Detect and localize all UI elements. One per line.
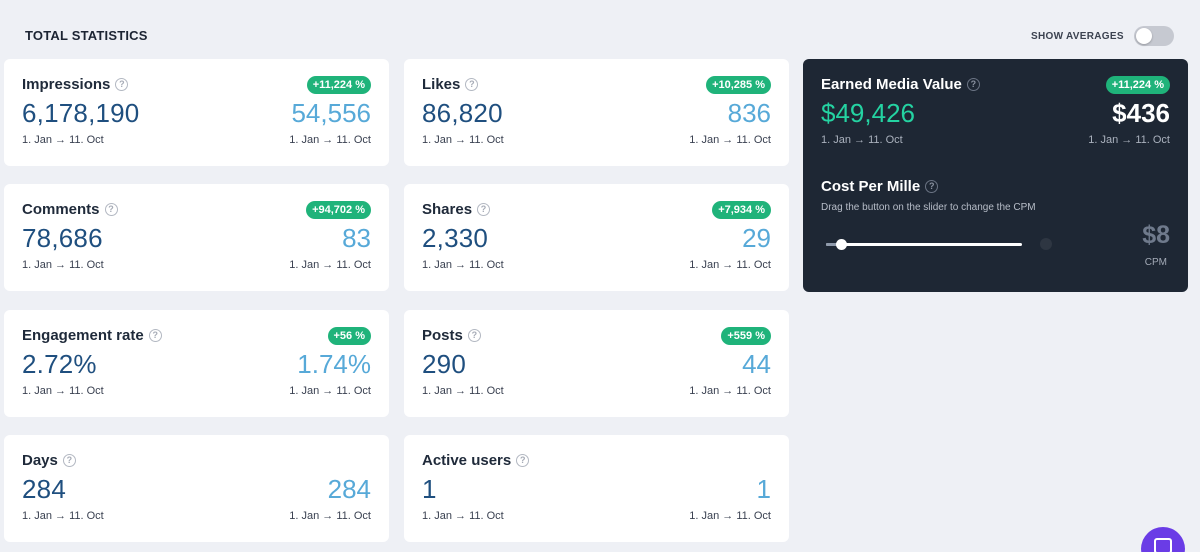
date-range: 1. Jan → 11. Oct [689,385,771,397]
growth-badge: +56 % [327,327,371,345]
card-label: Days [22,452,58,469]
side-value: 836 [727,98,771,128]
stat-card-impressions: Impressions ? +11,224 % 6,178,190 54,556… [4,59,389,166]
show-averages: SHOW AVERAGES [1031,26,1174,46]
main-value: 284 [22,474,66,504]
card-label-wrap: Active users ? [422,452,530,469]
date-range: 1. Jan → 11. Oct [821,134,903,146]
card-label: Comments [22,201,100,218]
card-label: Shares [422,201,473,218]
stat-card-posts: Posts ? +559 % 290 44 1. Jan → 11. Oct 1… [404,310,789,417]
date-range: 1. Jan → 11. Oct [422,259,504,271]
main-value: 2.72% [22,349,97,379]
cpm-slider-thumb[interactable] [836,239,847,250]
card-label: Likes [422,76,461,93]
date-range: 1. Jan → 11. Oct [689,510,771,522]
cpm-slider-fill [826,243,842,246]
card-label: Posts [422,327,463,344]
help-icon[interactable]: ? [925,180,939,193]
card-label-wrap: Earned Media Value ? [821,76,980,93]
date-range: 1. Jan → 11. Oct [289,510,371,522]
chat-button[interactable] [1141,527,1185,552]
card-label: Engagement rate [22,327,144,344]
side-value: 29 [742,223,771,253]
side-value: 54,556 [291,98,371,128]
main-value: 86,820 [422,98,503,128]
date-range: 1. Jan → 11. Oct [689,134,771,146]
stat-card-active-users: Active users ? 1 1 1. Jan → 11. Oct 1. J… [404,435,789,542]
earned-media-panel: Earned Media Value ? +11,224 % $49,426 $… [803,59,1188,292]
card-label: Impressions [22,76,111,93]
growth-badge: +559 % [721,327,771,345]
side-value: 1.74% [297,349,371,379]
growth-badge: +11,224 % [1105,76,1170,94]
show-averages-label: SHOW AVERAGES [1031,30,1124,42]
growth-badge: +11,224 % [306,76,371,94]
slider-end-dot [1040,238,1052,250]
card-label-wrap: Impressions ? [22,76,129,93]
help-icon[interactable]: ? [148,329,162,342]
growth-badge: +10,285 % [706,76,771,94]
cpm-slider-track[interactable] [826,239,1022,250]
card-label-wrap: Engagement rate ? [22,327,162,344]
help-icon[interactable]: ? [104,203,118,216]
earned-media-value: $49,426 [821,98,915,128]
cpm-value: $8 [1142,221,1170,249]
help-icon[interactable]: ? [516,454,530,467]
side-value: 44 [742,349,771,379]
help-icon[interactable]: ? [465,78,479,91]
stat-card-comments: Comments ? +94,702 % 78,686 83 1. Jan → … [4,184,389,291]
date-range: 1. Jan → 11. Oct [1088,134,1170,146]
date-range: 1. Jan → 11. Oct [289,385,371,397]
card-label-wrap: Likes ? [422,76,479,93]
date-range: 1. Jan → 11. Oct [289,259,371,271]
help-icon[interactable]: ? [467,329,481,342]
main-value: 2,330 [422,223,489,253]
card-label-wrap: Shares ? [422,201,491,218]
stat-card-shares: Shares ? +7,934 % 2,330 29 1. Jan → 11. … [404,184,789,291]
main-value: 290 [422,349,466,379]
card-label-wrap: Posts ? [422,327,481,344]
cpm-title: Cost Per Mille [821,178,921,195]
date-range: 1. Jan → 11. Oct [422,134,504,146]
help-icon[interactable]: ? [115,78,129,91]
main-value: 78,686 [22,223,103,253]
help-icon[interactable]: ? [477,203,491,216]
date-range: 1. Jan → 11. Oct [22,510,104,522]
side-value: 284 [327,474,371,504]
side-value: 83 [342,223,371,253]
date-range: 1. Jan → 11. Oct [422,510,504,522]
card-label-wrap: Comments ? [22,201,118,218]
stat-card-days: Days ? 284 284 1. Jan → 11. Oct 1. Jan →… [4,435,389,542]
date-range: 1. Jan → 11. Oct [22,134,104,146]
help-icon[interactable]: ? [62,454,76,467]
stat-card-likes: Likes ? +10,285 % 86,820 836 1. Jan → 11… [404,59,789,166]
date-range: 1. Jan → 11. Oct [689,259,771,271]
date-range: 1. Jan → 11. Oct [22,385,104,397]
toggle-knob[interactable] [1135,28,1152,44]
cpm-unit: CPM [1144,257,1167,268]
cpm-title-wrap: Cost Per Mille ? [821,178,939,195]
main-value: 1 [422,474,437,504]
growth-badge: +7,934 % [712,201,771,219]
earned-media-side-value: $436 [1112,98,1170,128]
date-range: 1. Jan → 11. Oct [22,259,104,271]
side-value: 1 [756,474,771,504]
card-label-wrap: Days ? [22,452,76,469]
main-value: 6,178,190 [22,98,140,128]
date-range: 1. Jan → 11. Oct [289,134,371,146]
growth-badge: +94,702 % [306,201,371,219]
card-label: Active users [422,452,512,469]
stat-card-engagement-rate: Engagement rate ? +56 % 2.72% 1.74% 1. J… [4,310,389,417]
help-icon[interactable]: ? [966,78,980,91]
date-range: 1. Jan → 11. Oct [422,385,504,397]
chat-icon [1154,538,1172,552]
earned-media-label: Earned Media Value [821,76,962,93]
page-title: TOTAL STATISTICS [25,28,148,43]
cpm-hint: Drag the button on the slider to change … [821,202,1036,213]
show-averages-toggle[interactable] [1133,26,1174,46]
